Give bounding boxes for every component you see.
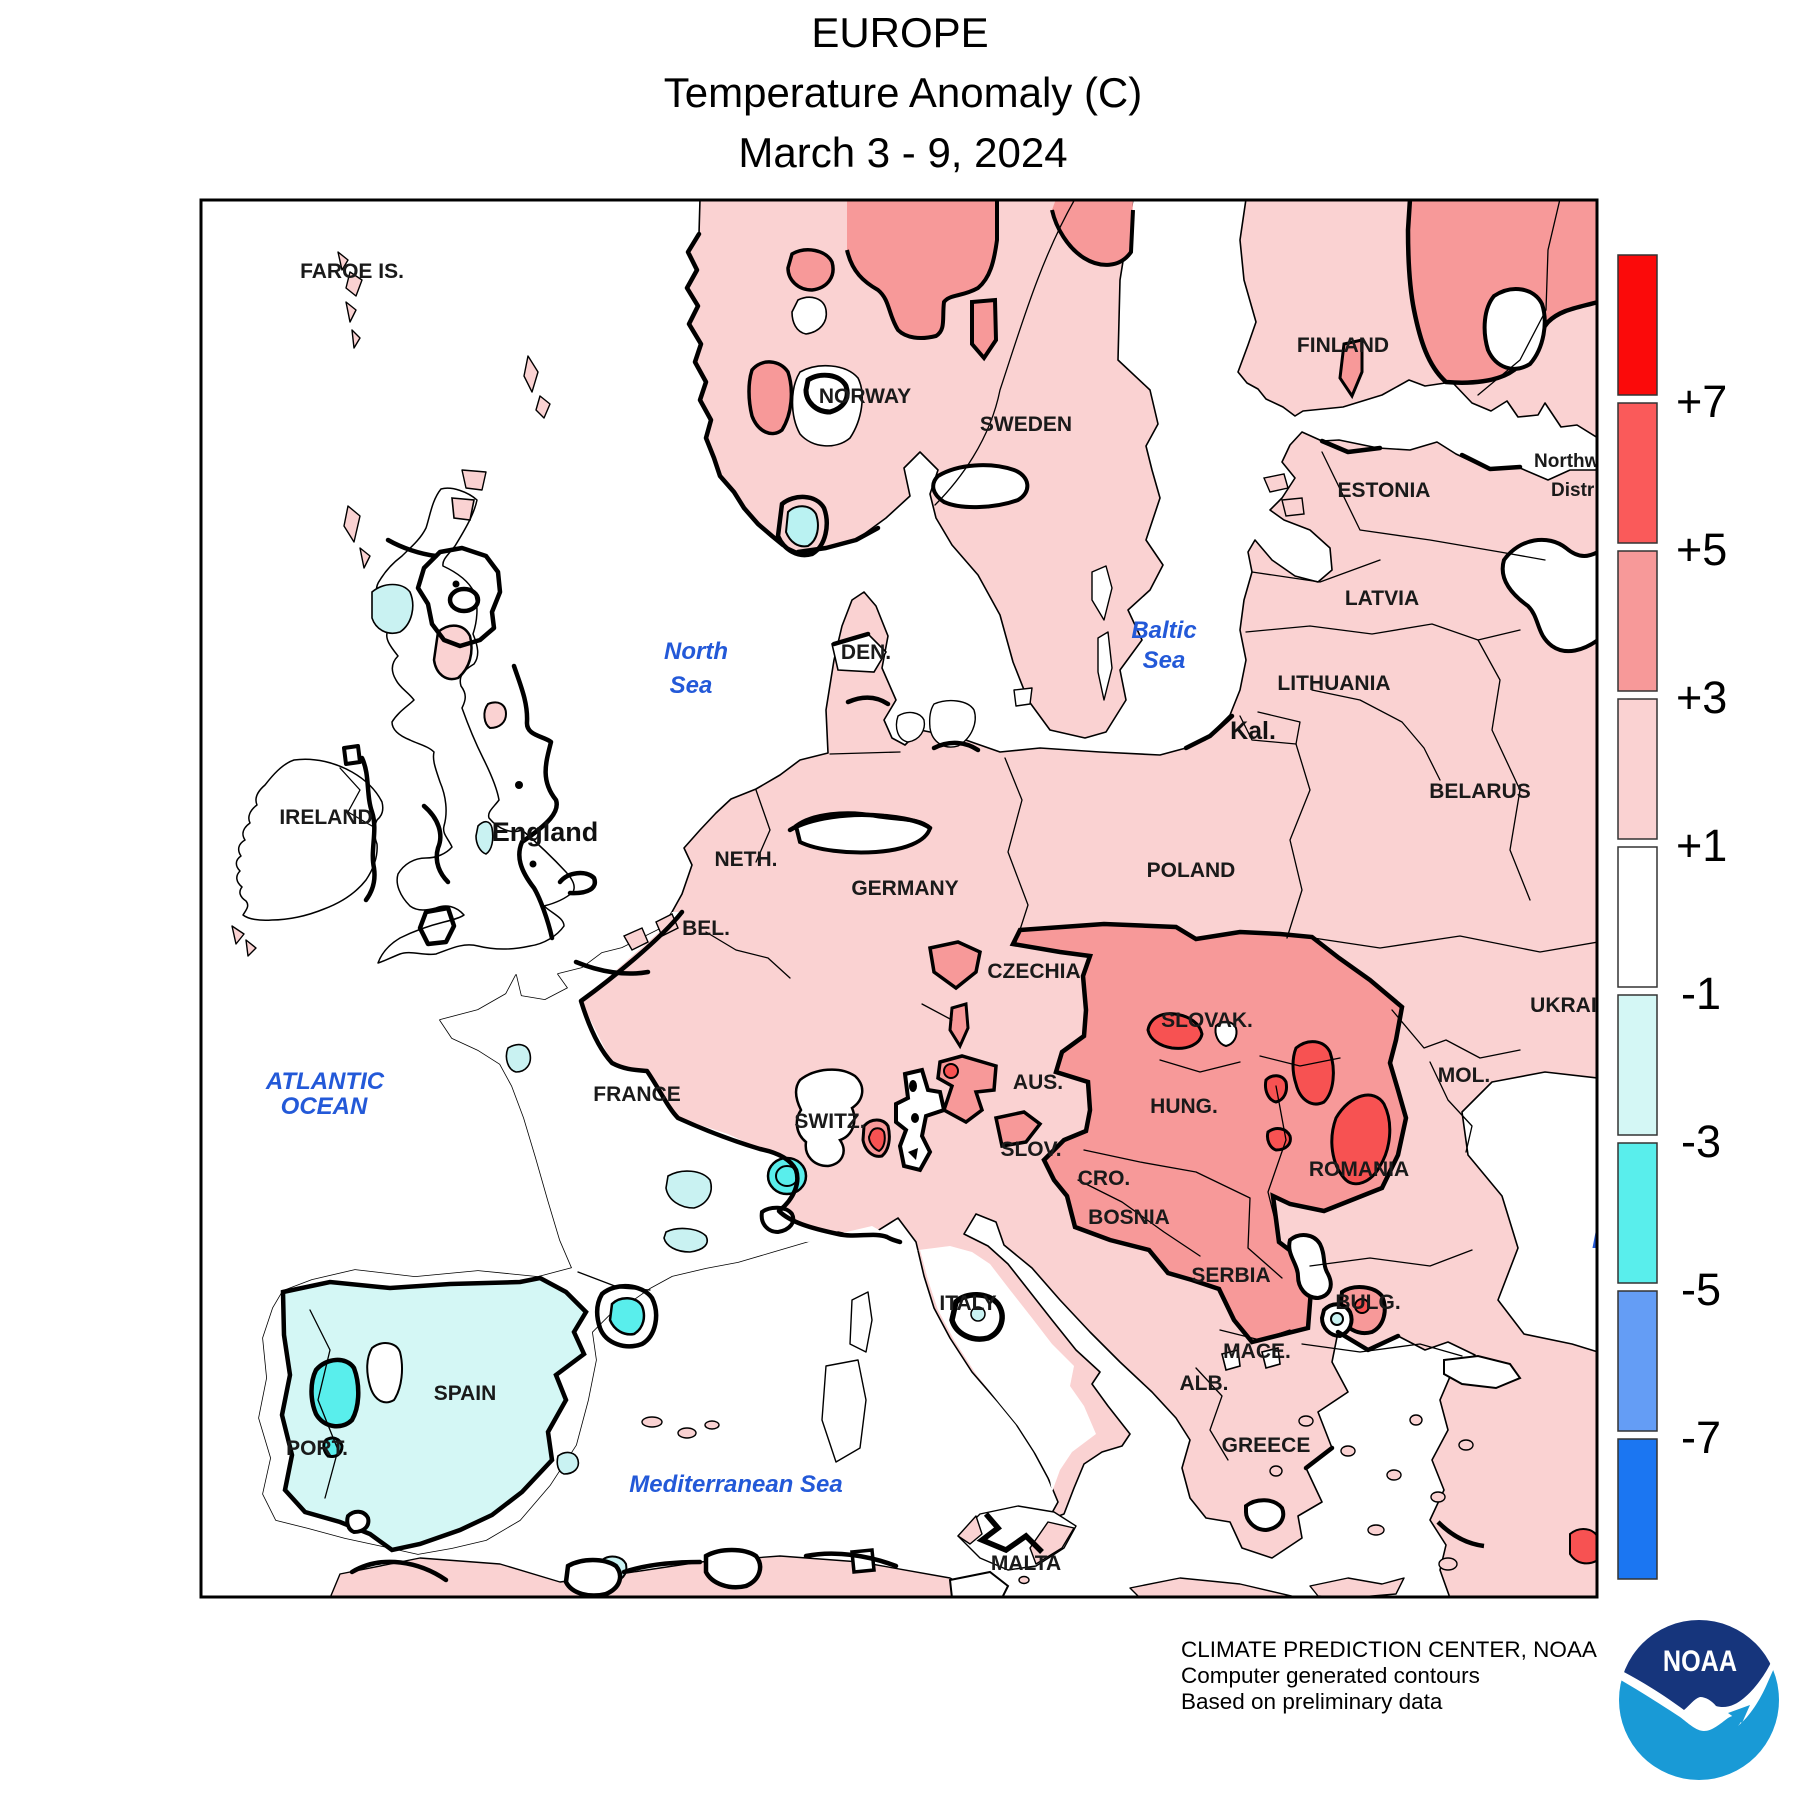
svg-text:LATVIA: LATVIA — [1345, 587, 1419, 610]
svg-text:CZECHIA: CZECHIA — [987, 960, 1080, 983]
svg-text:OCEAN: OCEAN — [281, 1093, 368, 1120]
svg-text:SERBIA: SERBIA — [1191, 1264, 1270, 1287]
svg-text:Sea: Sea — [1143, 647, 1186, 674]
svg-text:DEN.: DEN. — [841, 641, 891, 664]
svg-text:SWEDEN: SWEDEN — [980, 413, 1072, 436]
svg-text:SLOVAK.: SLOVAK. — [1161, 1009, 1253, 1032]
svg-text:Distri: Distri — [1551, 480, 1600, 501]
svg-text:HUNG.: HUNG. — [1150, 1095, 1218, 1118]
svg-text:SPAIN: SPAIN — [434, 1382, 497, 1405]
svg-text:B: B — [1592, 1224, 1611, 1254]
svg-text:GERMANY: GERMANY — [851, 877, 958, 900]
svg-text:Sea: Sea — [670, 672, 713, 699]
svg-text:-5: -5 — [1681, 1264, 1721, 1315]
svg-text:ITALY: ITALY — [939, 1292, 996, 1315]
svg-text:NORWAY: NORWAY — [819, 385, 911, 408]
svg-text:BELARUS: BELARUS — [1429, 780, 1531, 803]
svg-text:MACE.: MACE. — [1223, 1340, 1291, 1363]
svg-text:Computer generated contours: Computer generated contours — [1181, 1663, 1480, 1688]
svg-text:+1: +1 — [1676, 820, 1727, 871]
svg-text:NETH.: NETH. — [715, 848, 778, 871]
svg-text:Mediterranean Sea: Mediterranean Sea — [629, 1471, 842, 1498]
svg-text:Northw: Northw — [1534, 451, 1600, 472]
svg-text:ESTONIA: ESTONIA — [1338, 479, 1431, 502]
svg-text:CRO.: CRO. — [1078, 1167, 1131, 1190]
svg-text:BEL.: BEL. — [682, 917, 730, 940]
svg-text:Kal.: Kal. — [1230, 717, 1276, 745]
svg-text:Baltic: Baltic — [1131, 617, 1196, 644]
svg-text:ROMANIA: ROMANIA — [1309, 1158, 1409, 1181]
svg-text:MALTA: MALTA — [991, 1552, 1061, 1575]
svg-text:North: North — [664, 638, 728, 665]
svg-text:AUS.: AUS. — [1013, 1071, 1063, 1094]
svg-text:-7: -7 — [1681, 1412, 1721, 1463]
svg-text:Temperature Anomaly (C): Temperature Anomaly (C) — [664, 69, 1143, 116]
svg-text:GREECE: GREECE — [1222, 1434, 1311, 1457]
svg-text:NOAA: NOAA — [1663, 1644, 1737, 1678]
svg-text:+5: +5 — [1676, 524, 1727, 575]
svg-text:England: England — [492, 817, 599, 847]
svg-text:BOSNIA: BOSNIA — [1088, 1206, 1170, 1229]
svg-text:-1: -1 — [1681, 968, 1721, 1019]
svg-text:SWITZ.: SWITZ. — [794, 1110, 865, 1133]
svg-text:MOL.: MOL. — [1438, 1064, 1491, 1087]
svg-text:CLIMATE PREDICTION CENTER, NOA: CLIMATE PREDICTION CENTER, NOAA — [1181, 1637, 1597, 1662]
svg-text:ATLANTIC: ATLANTIC — [265, 1068, 385, 1095]
svg-text:POLAND: POLAND — [1147, 859, 1236, 882]
svg-text:Based on preliminary data: Based on preliminary data — [1181, 1689, 1443, 1714]
svg-text:BULG.: BULG. — [1335, 1291, 1400, 1314]
svg-text:FRANCE: FRANCE — [593, 1083, 681, 1106]
svg-text:+7: +7 — [1676, 376, 1727, 427]
svg-text:LITHUANIA: LITHUANIA — [1277, 672, 1390, 695]
svg-text:-3: -3 — [1681, 1116, 1721, 1167]
svg-text:March 3 - 9, 2024: March 3 - 9, 2024 — [738, 129, 1067, 176]
svg-text:ALB.: ALB. — [1180, 1372, 1229, 1395]
svg-text:PORT.: PORT. — [286, 1437, 348, 1460]
svg-text:UKRAINE: UKRAINE — [1530, 994, 1626, 1017]
svg-text:FAROE IS.: FAROE IS. — [300, 260, 404, 283]
svg-text:FINLAND: FINLAND — [1297, 334, 1389, 357]
svg-text:+3: +3 — [1676, 672, 1727, 723]
svg-text:IRELAND: IRELAND — [279, 806, 372, 829]
svg-text:EUROPE: EUROPE — [811, 9, 988, 56]
svg-text:SLOV.: SLOV. — [1000, 1138, 1061, 1161]
